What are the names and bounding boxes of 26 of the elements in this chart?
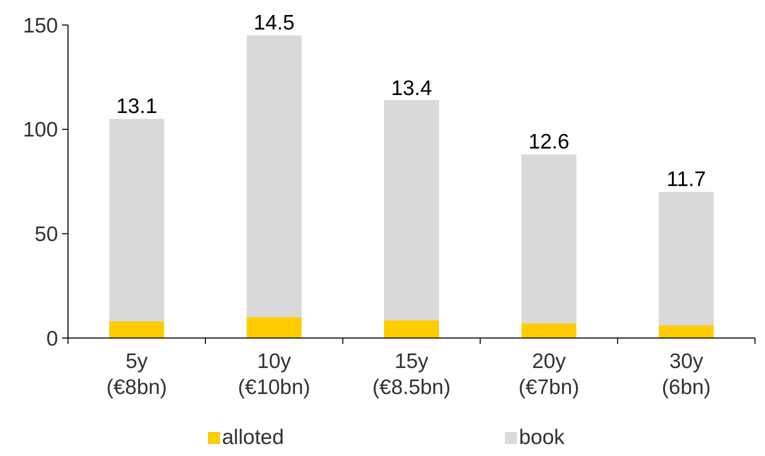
annotation: 11.7 — [666, 168, 706, 191]
bar — [109, 118, 164, 322]
bar — [521, 154, 576, 324]
x-tick-label: 30y (6bn) — [662, 350, 711, 399]
y-tick-label: 100 — [22, 118, 58, 142]
bar — [246, 317, 302, 338]
bar — [109, 321, 164, 338]
annotation: 14.5 — [254, 11, 295, 34]
legend-label: book — [519, 426, 566, 449]
x-tick-label: 15y (€8.5bn) — [372, 350, 451, 399]
x-tick-label: 20y (€7bn) — [518, 350, 580, 399]
x-tick-label: 10y (€10bn) — [238, 350, 310, 399]
y-tick-label: 0 — [46, 327, 58, 350]
x-tick-label: 5y (€8bn) — [106, 350, 168, 399]
annotation: 12.6 — [528, 130, 570, 154]
bar — [384, 320, 439, 338]
annotation: 13.4 — [391, 77, 432, 100]
bar — [658, 325, 714, 338]
bar — [658, 192, 714, 326]
legend-label: alloted — [222, 426, 284, 449]
y-tick-label: 50 — [34, 223, 58, 246]
bar — [384, 100, 439, 320]
annotation: 13.1 — [116, 94, 158, 118]
bar — [246, 35, 302, 318]
y-tick-label: 150 — [22, 14, 58, 38]
bar — [521, 323, 576, 338]
